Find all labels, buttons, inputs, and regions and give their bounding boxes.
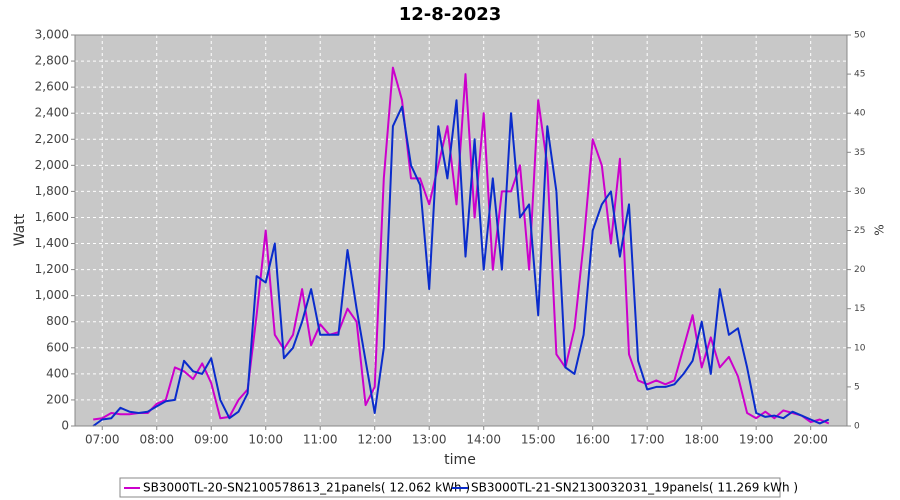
y-tick-label: 1,200 (35, 262, 69, 276)
y-tick-label: 1,800 (35, 184, 69, 198)
x-axis-label: time (444, 452, 476, 468)
y2-tick-label: 50 (854, 31, 866, 41)
x-tick-label: 17:00 (630, 433, 665, 447)
y-axis-label: Watt (12, 213, 28, 246)
y2-tick-label: 20 (854, 265, 866, 275)
x-tick-label: 07:00 (85, 433, 120, 447)
series-line (92, 99, 830, 427)
y-tick-label: 2,200 (35, 132, 69, 146)
y2-tick-label: 35 (854, 148, 865, 158)
x-tick-label: 14:00 (466, 433, 501, 447)
y-tick-label: 0 (61, 419, 69, 433)
y-tick-label: 800 (46, 314, 69, 328)
y-tick-label: 2,000 (35, 158, 69, 172)
y-tick-label: 3,000 (35, 28, 69, 42)
y-tick-label: 400 (46, 366, 69, 380)
legend-label: SB3000TL-21-SN2130032031_19panels( 11.26… (471, 481, 798, 495)
y-tick-label: 1,600 (35, 210, 69, 224)
chart-title: 12-8-2023 (399, 4, 502, 25)
y2-tick-label: 10 (854, 343, 866, 353)
x-tick-label: 19:00 (739, 433, 774, 447)
y-tick-label: 1,000 (35, 288, 69, 302)
x-tick-label: 09:00 (194, 433, 229, 447)
x-tick-label: 10:00 (248, 433, 283, 447)
x-tick-label: 20:00 (793, 433, 828, 447)
x-tick-label: 13:00 (412, 433, 447, 447)
y2-tick-label: 40 (854, 109, 866, 119)
x-tick-label: 11:00 (303, 433, 338, 447)
y2-tick-label: 25 (854, 226, 865, 236)
y-tick-label: 200 (46, 392, 69, 406)
y-tick-label: 2,600 (35, 80, 69, 94)
y2-tick-label: 5 (854, 382, 860, 392)
y-tick-label: 1,400 (35, 236, 69, 250)
y2-tick-label: 30 (854, 187, 866, 197)
x-tick-label: 12:00 (357, 433, 392, 447)
y-tick-label: 2,800 (35, 54, 69, 68)
y2-tick-label: 0 (854, 422, 860, 432)
legend-label: SB3000TL-20-SN2100578613_21panels( 12.06… (143, 481, 470, 495)
plot-border (74, 34, 848, 427)
x-tick-label: 08:00 (139, 433, 174, 447)
y2-tick-label: 45 (854, 70, 865, 80)
y2-tick-label: 15 (854, 304, 865, 314)
y2-axis-label: % (873, 224, 887, 235)
x-tick-label: 18:00 (684, 433, 719, 447)
y-tick-label: 2,400 (35, 106, 69, 120)
x-tick-label: 15:00 (521, 433, 556, 447)
x-tick-label: 16:00 (575, 433, 610, 447)
y-tick-label: 600 (46, 340, 69, 354)
legend (119, 477, 781, 498)
